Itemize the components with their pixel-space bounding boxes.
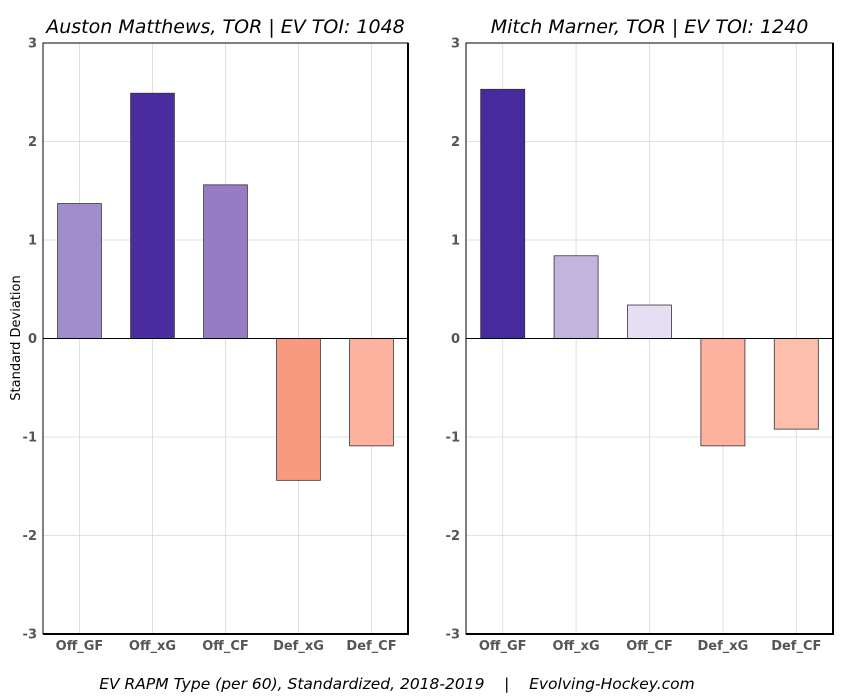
y-tick-label: -1 — [446, 431, 460, 446]
bar-def-cf — [349, 338, 394, 447]
y-tick-label: 2 — [28, 135, 37, 150]
panel-title: Mitch Marner, TOR | EV TOI: 1240 — [491, 16, 809, 38]
bar-off-gf — [57, 203, 102, 339]
y-tick-label: 3 — [28, 37, 37, 52]
x-tick-label: Def_xG — [273, 639, 324, 654]
bar-off-xg — [553, 255, 599, 339]
panel-title: Auston Matthews, TOR | EV TOI: 1048 — [44, 16, 405, 38]
y-tick-label: 0 — [451, 332, 460, 347]
y-tick-label: 3 — [451, 37, 460, 52]
y-tick-label: -1 — [23, 431, 37, 446]
x-tick-label: Def_CF — [346, 639, 396, 654]
y-axis-label: Standard Deviation — [9, 275, 24, 400]
y-tick-label: 0 — [28, 332, 37, 347]
x-tick-label: Off_CF — [202, 639, 249, 654]
panel-mitch-marner: 3 2 1 0 -1 -2 -3 Off_GF Off_xG Off_CF Def_xG Def_CF… — [446, 16, 834, 654]
bar-off-cf — [203, 184, 248, 339]
y-tick-label: 2 — [451, 135, 460, 150]
y-tick-label: 1 — [451, 234, 460, 249]
x-tick-label: Off_CF — [626, 639, 673, 654]
bar-off-gf — [480, 88, 526, 339]
y-tick-label: -3 — [23, 628, 37, 643]
bar-off-xg — [130, 92, 175, 339]
x-tick-label: Def_xG — [697, 639, 748, 654]
figure-caption: EV RAPM Type (per 60), Standardized, 201… — [99, 675, 695, 693]
x-tick-label: Def_CF — [771, 639, 821, 654]
bar-def-xg — [276, 338, 321, 481]
bar-def-xg — [700, 338, 746, 447]
y-tick-label: -2 — [23, 529, 37, 544]
bar-def-cf — [773, 338, 819, 430]
x-tick-label: Off_GF — [479, 639, 527, 654]
y-tick-label: 1 — [28, 234, 37, 249]
y-tick-label: -3 — [446, 628, 460, 643]
panel-auston-matthews: 3 2 1 0 -1 -2 -3 Off_GF Off_xG Off_CF Def_xG Def_CF… — [23, 16, 409, 654]
x-tick-label: Off_xG — [129, 639, 176, 654]
x-tick-label: Off_GF — [56, 639, 104, 654]
bar-off-cf — [627, 304, 672, 339]
x-tick-label: Off_xG — [553, 639, 600, 654]
y-tick-label: -2 — [446, 529, 460, 544]
